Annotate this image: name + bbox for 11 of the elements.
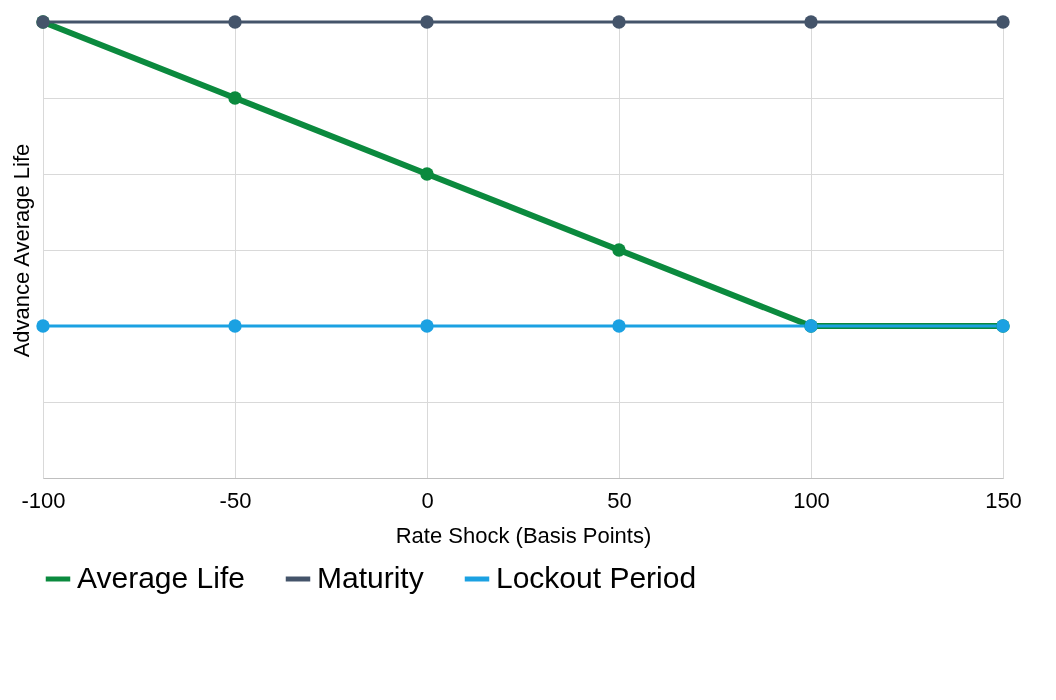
x-axis-title: Rate Shock (Basis Points) xyxy=(395,522,652,548)
x-tick-label: -100 xyxy=(21,487,66,513)
x-tick-label: 150 xyxy=(985,487,1022,513)
x-tick-label: 50 xyxy=(607,487,632,513)
legend-label: Maturity xyxy=(317,561,424,594)
x-tick-label: -50 xyxy=(219,487,252,513)
legend-label: Lockout Period xyxy=(496,561,697,594)
x-tick-label: 100 xyxy=(793,487,830,513)
legend-label: Average Life xyxy=(77,561,245,594)
x-tick-label: 0 xyxy=(421,487,434,513)
y-axis-title: Advance Average Life xyxy=(8,143,34,358)
